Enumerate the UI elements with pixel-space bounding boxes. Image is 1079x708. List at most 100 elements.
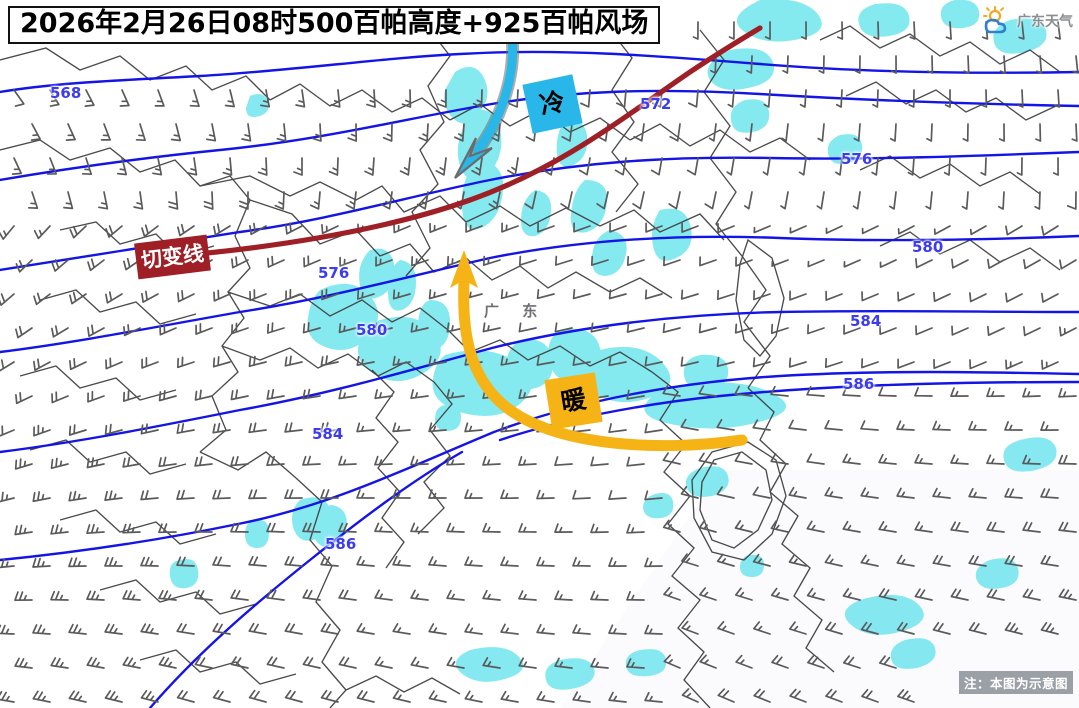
wind-barb bbox=[14, 524, 33, 536]
wind-barb bbox=[1059, 259, 1077, 270]
wind-barb bbox=[590, 590, 609, 601]
wind-barb bbox=[536, 691, 555, 703]
wind-barb bbox=[734, 587, 753, 601]
wind-barb bbox=[806, 453, 825, 465]
wind-barb bbox=[500, 623, 519, 635]
wind-barb bbox=[13, 89, 25, 107]
wind-barb bbox=[141, 290, 159, 303]
wind-barb bbox=[806, 520, 825, 533]
wind-barb bbox=[356, 555, 375, 567]
wind-barb bbox=[608, 289, 627, 300]
wind-barb bbox=[842, 453, 861, 465]
wind-barb bbox=[429, 222, 447, 234]
wind-barb bbox=[897, 291, 915, 302]
wind-barb bbox=[410, 455, 429, 466]
wind-barb bbox=[890, 55, 897, 74]
wind-barb bbox=[105, 225, 123, 238]
wind-barb bbox=[860, 554, 879, 567]
wind-barb bbox=[500, 690, 519, 703]
wind-barb bbox=[536, 623, 555, 635]
wind-barb bbox=[464, 422, 483, 433]
sea-area bbox=[560, 470, 1079, 708]
wind-barb bbox=[896, 420, 915, 431]
wind-barb bbox=[482, 322, 501, 333]
wind-barb bbox=[248, 422, 267, 434]
wind-barb bbox=[284, 355, 303, 367]
wind-barb bbox=[518, 389, 537, 400]
wind-barb bbox=[0, 359, 15, 372]
wind-barb bbox=[824, 621, 843, 635]
wind-barb bbox=[518, 657, 537, 669]
wind-barb bbox=[878, 453, 897, 465]
wind-barb bbox=[873, 21, 880, 40]
wind-barb bbox=[914, 521, 933, 533]
wind-barb bbox=[49, 89, 60, 107]
wind-barb bbox=[686, 157, 699, 176]
wind-barb bbox=[284, 555, 303, 567]
wind-barb bbox=[33, 358, 51, 371]
wind-barb bbox=[194, 589, 213, 601]
cold-advection-arrow bbox=[454, 29, 520, 179]
wind-barb bbox=[224, 89, 235, 108]
wind-barb bbox=[392, 623, 411, 635]
wind-barb bbox=[986, 521, 1005, 533]
wind-barb bbox=[806, 587, 825, 601]
contour-568 bbox=[0, 50, 1079, 94]
wind-barb bbox=[789, 688, 807, 703]
wind-barb bbox=[1040, 555, 1059, 567]
wind-barb bbox=[825, 225, 843, 234]
wind-barb bbox=[1018, 21, 1025, 40]
wind-barb bbox=[717, 688, 735, 703]
wind-barb bbox=[158, 523, 177, 534]
wind-barb bbox=[159, 323, 177, 336]
wind-barb bbox=[524, 191, 537, 210]
wind-barb bbox=[609, 222, 627, 233]
wind-barb bbox=[680, 289, 699, 300]
wind-barb bbox=[392, 555, 411, 567]
wind-barb bbox=[176, 489, 195, 500]
wind-barb bbox=[615, 89, 627, 108]
wind-barb bbox=[861, 358, 879, 369]
wind-barb bbox=[572, 489, 591, 500]
wind-barb bbox=[104, 557, 123, 567]
wind-barb bbox=[644, 691, 663, 703]
wind-barb bbox=[381, 191, 393, 210]
wind-barb bbox=[284, 689, 303, 703]
wind-barb bbox=[644, 490, 663, 501]
wind-barb bbox=[788, 554, 807, 567]
wind-barb bbox=[446, 522, 465, 533]
wind-barb bbox=[50, 657, 69, 669]
wind-barb bbox=[356, 622, 375, 635]
wind-barb bbox=[560, 191, 573, 210]
wind-barb bbox=[104, 690, 123, 703]
wind-barb bbox=[266, 455, 285, 467]
wind-barb bbox=[464, 489, 483, 499]
wind-barb bbox=[69, 357, 87, 371]
wind-barb bbox=[536, 355, 555, 366]
wind-barb bbox=[969, 225, 987, 236]
wind-barb bbox=[698, 519, 717, 533]
wind-barb bbox=[170, 123, 182, 142]
wind-barb bbox=[969, 292, 987, 303]
wind-barb bbox=[999, 55, 1006, 74]
wind-barb bbox=[1066, 191, 1077, 210]
wind-barb bbox=[608, 624, 627, 635]
contour-label: 580 bbox=[356, 321, 388, 339]
wind-barb bbox=[727, 89, 735, 108]
wind-barb bbox=[454, 123, 465, 142]
wind-barb bbox=[482, 522, 501, 533]
wind-barb bbox=[888, 191, 897, 210]
wind-barb bbox=[135, 123, 146, 142]
wind-barb bbox=[633, 123, 645, 142]
wind-barb bbox=[366, 89, 376, 108]
wind-barb bbox=[734, 323, 753, 334]
wind-barb bbox=[338, 322, 357, 334]
wind-barb bbox=[464, 690, 483, 703]
wind-barb bbox=[987, 325, 1005, 337]
wind-barb bbox=[501, 222, 519, 233]
wind-barb bbox=[428, 623, 447, 635]
wind-barb bbox=[50, 457, 69, 470]
wind-barb bbox=[668, 191, 681, 210]
wind-barb bbox=[338, 522, 357, 533]
wind-barb bbox=[274, 191, 285, 210]
